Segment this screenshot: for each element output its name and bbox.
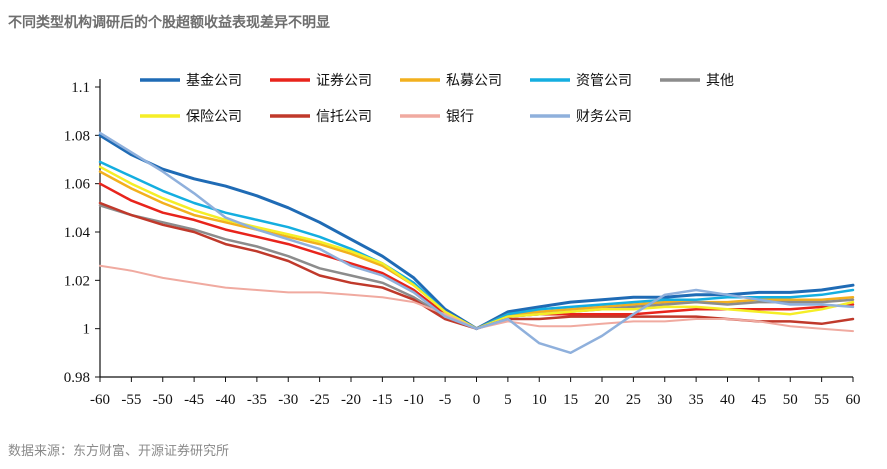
y-tick-label: 1.04	[64, 225, 91, 241]
y-tick-label: 1.1	[71, 80, 90, 96]
legend-label: 信托公司	[316, 109, 372, 125]
x-tick-label: -10	[404, 392, 424, 408]
x-tick-label: 60	[846, 392, 861, 408]
x-tick-label: 45	[751, 392, 766, 408]
legend-label: 其他	[706, 73, 734, 89]
x-tick-label: -45	[184, 392, 204, 408]
y-tick-label: 1.02	[64, 273, 90, 289]
x-tick-label: -50	[153, 392, 173, 408]
x-tick-label: 50	[783, 392, 798, 408]
x-tick-label: 30	[657, 392, 672, 408]
chart-title: 不同类型机构调研后的个股超额收益表现差异不明显	[8, 15, 330, 31]
legend-label: 银行	[446, 109, 474, 125]
x-tick-label: -25	[310, 392, 330, 408]
x-tick-label: 55	[814, 392, 829, 408]
x-tick-label: 35	[689, 392, 704, 408]
series-line	[98, 182, 855, 330]
legend-label: 财务公司	[576, 109, 632, 125]
legend-label: 私募公司	[446, 73, 502, 89]
x-tick-label: -20	[341, 392, 361, 408]
x-tick-label: -30	[278, 392, 298, 408]
series-line	[98, 131, 855, 355]
series-line	[98, 133, 855, 331]
x-tick-label: -35	[247, 392, 267, 408]
x-tick-label: 15	[563, 392, 578, 408]
x-tick-label: 40	[720, 392, 735, 408]
x-tick-label: -60	[90, 392, 110, 408]
series-line	[98, 170, 855, 330]
x-tick-label: 0	[473, 392, 481, 408]
y-tick-label: 0.98	[64, 370, 90, 386]
legend-label: 资管公司	[576, 73, 632, 89]
y-tick-label: 1.06	[64, 177, 91, 193]
x-tick-label: 10	[532, 392, 547, 408]
x-tick-label: -55	[121, 392, 141, 408]
plot-area	[98, 131, 855, 355]
x-tick-label: 20	[595, 392, 610, 408]
x-tick-label: -5	[439, 392, 452, 408]
x-tick-label: 25	[626, 392, 641, 408]
x-tick-label: -40	[216, 392, 236, 408]
y-tick-label: 1.08	[64, 128, 90, 144]
legend-label: 证券公司	[316, 73, 372, 89]
x-tick-label: 5	[504, 392, 512, 408]
legend-label: 保险公司	[186, 109, 242, 125]
legend-label: 基金公司	[186, 72, 242, 89]
x-tick-label: -15	[372, 392, 392, 408]
y-tick-label: 1	[83, 322, 91, 338]
source-note: 数据来源：东方财富、开源证券研究所	[8, 444, 230, 459]
